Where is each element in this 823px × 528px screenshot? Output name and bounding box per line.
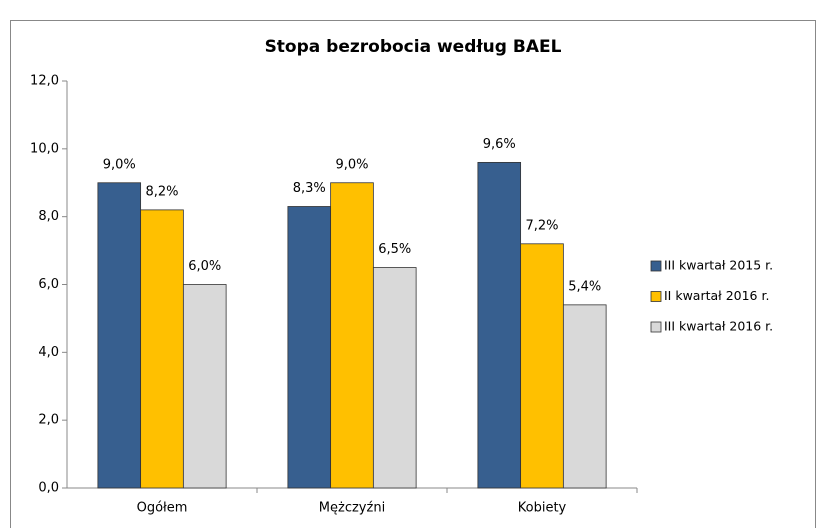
y-tick-label: 8,0 <box>38 209 59 224</box>
data-label: 6,5% <box>378 242 411 257</box>
bar <box>140 209 184 489</box>
data-label: 8,2% <box>145 184 178 199</box>
bar <box>330 182 374 489</box>
y-tick-label: 0,0 <box>38 481 59 496</box>
data-label: 7,2% <box>525 218 558 233</box>
bar <box>477 161 522 489</box>
data-label: 9,0% <box>103 157 136 172</box>
y-tick-label: 10,0 <box>30 141 59 156</box>
data-label: 6,0% <box>188 259 221 274</box>
legend-label: II kwartał 2016 r. <box>664 288 769 303</box>
bar <box>287 206 332 489</box>
bar <box>562 304 607 489</box>
legend-label: III kwartał 2015 r. <box>664 258 773 273</box>
y-tick-label: 6,0 <box>38 277 59 292</box>
data-label: 8,3% <box>293 181 326 196</box>
x-tick-label: Kobiety <box>518 501 567 516</box>
bar <box>372 267 417 489</box>
x-tick-label: Mężczyźni <box>319 501 385 516</box>
chart-title: Stopa bezrobocia według BAEL <box>265 37 562 57</box>
legend-swatch <box>650 321 662 333</box>
legend-swatch <box>650 260 662 272</box>
bar <box>520 243 564 489</box>
y-tick-label: 2,0 <box>38 413 59 428</box>
legend-label: III kwartał 2016 r. <box>664 319 773 334</box>
bar <box>182 284 227 489</box>
legend-swatch <box>650 291 662 302</box>
data-label: 9,6% <box>483 137 516 152</box>
bar <box>97 182 142 489</box>
data-label: 9,0% <box>335 157 368 172</box>
data-label: 5,4% <box>568 279 601 294</box>
y-tick-label: 4,0 <box>38 345 59 360</box>
y-tick-label: 12,0 <box>30 74 59 89</box>
x-tick-label: Ogółem <box>137 501 188 516</box>
